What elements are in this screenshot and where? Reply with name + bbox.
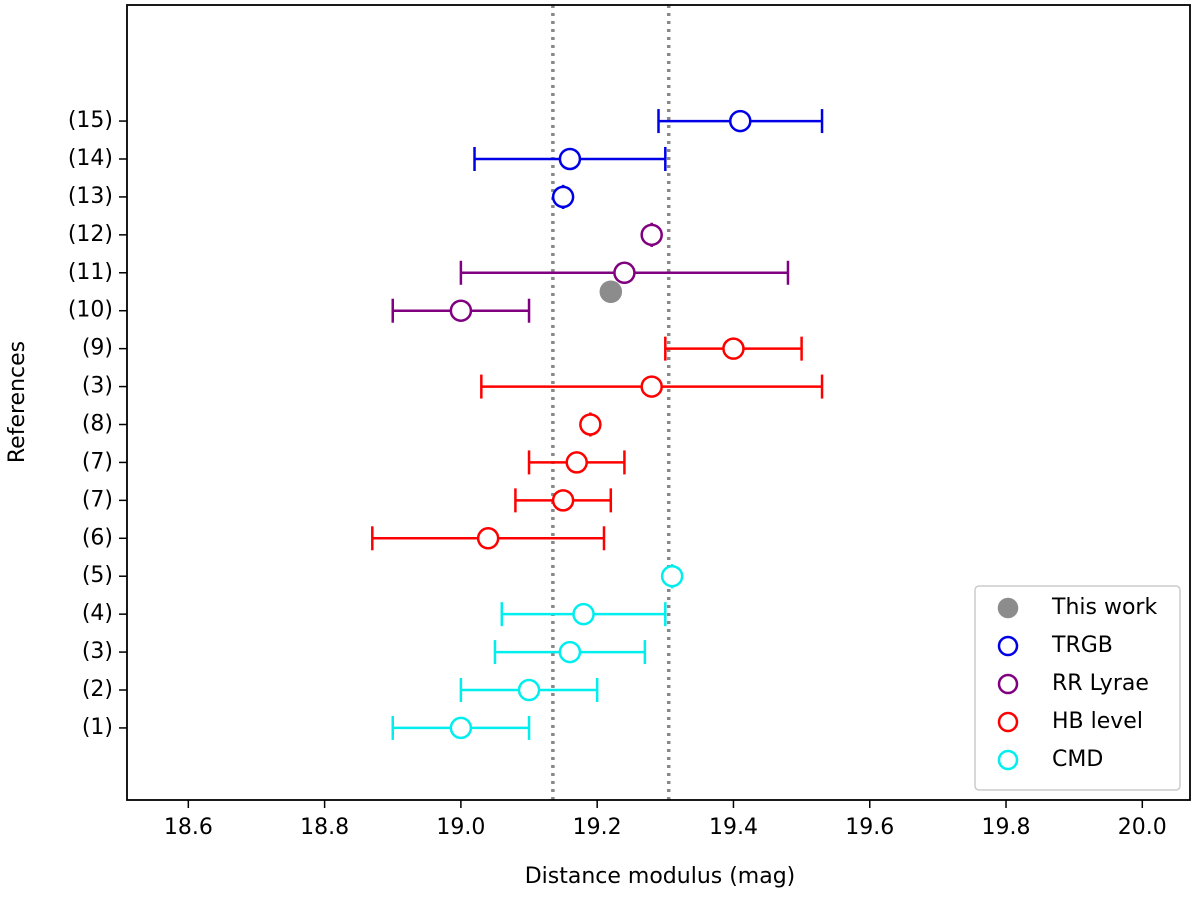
legend-label: This work xyxy=(1051,595,1157,620)
legend-label: HB level xyxy=(1052,709,1143,734)
y-axis-label: References xyxy=(5,341,30,463)
y-tick-label: (15) xyxy=(68,108,113,133)
y-tick-label: (5) xyxy=(82,563,113,588)
point xyxy=(572,602,595,626)
legend-marker xyxy=(997,673,1019,695)
point xyxy=(558,640,582,664)
y-tick-label: (4) xyxy=(82,601,113,626)
legend-label: RR Lyrae xyxy=(1052,671,1149,696)
y-tick-label: (3) xyxy=(82,374,113,399)
x-tick-label: 18.6 xyxy=(164,815,213,840)
x-axis-label: Distance modulus (mag) xyxy=(525,864,796,889)
point xyxy=(640,375,663,398)
point xyxy=(722,337,745,360)
legend-box xyxy=(974,585,1181,791)
point xyxy=(558,147,582,171)
point xyxy=(449,299,473,322)
point xyxy=(449,716,473,740)
point xyxy=(729,109,752,133)
x-tick-label: 19.2 xyxy=(573,815,622,840)
legend-label: CMD xyxy=(1052,747,1103,772)
legend-label: TRGB xyxy=(1051,633,1113,658)
x-tick-label: 18.8 xyxy=(300,815,349,840)
y-tick-label: (3) xyxy=(82,639,113,664)
legend-marker xyxy=(997,749,1019,771)
point xyxy=(517,678,541,702)
x-tick-label: 20.0 xyxy=(1118,815,1167,840)
y-tick-label: (7) xyxy=(82,449,113,474)
point xyxy=(579,413,602,436)
point xyxy=(640,223,663,247)
y-tick-label: (10) xyxy=(68,298,113,323)
y-tick-label: (14) xyxy=(68,146,113,171)
point xyxy=(660,564,684,588)
y-tick-label: (8) xyxy=(82,411,113,436)
point xyxy=(551,185,575,209)
x-tick-label: 19.0 xyxy=(436,815,485,840)
legend-marker xyxy=(997,711,1019,733)
y-tick-label: (2) xyxy=(82,677,113,702)
point xyxy=(599,280,623,303)
y-tick-label: (7) xyxy=(82,487,113,512)
y-tick-label: (1) xyxy=(82,715,113,740)
legend-marker xyxy=(997,635,1019,657)
y-tick-label: (6) xyxy=(82,525,113,550)
plot-frame xyxy=(126,4,1191,801)
y-tick-label: (12) xyxy=(68,222,113,247)
x-tick-label: 19.6 xyxy=(845,815,894,840)
legend-marker xyxy=(997,597,1019,619)
point xyxy=(476,527,500,550)
y-tick-label: (11) xyxy=(68,260,113,285)
point xyxy=(613,261,636,285)
x-tick-label: 19.4 xyxy=(709,815,758,840)
y-tick-label: (9) xyxy=(82,336,113,361)
x-tick-label: 19.8 xyxy=(982,815,1031,840)
point xyxy=(551,489,575,512)
y-tick-label: (13) xyxy=(68,184,113,209)
point xyxy=(565,451,588,474)
